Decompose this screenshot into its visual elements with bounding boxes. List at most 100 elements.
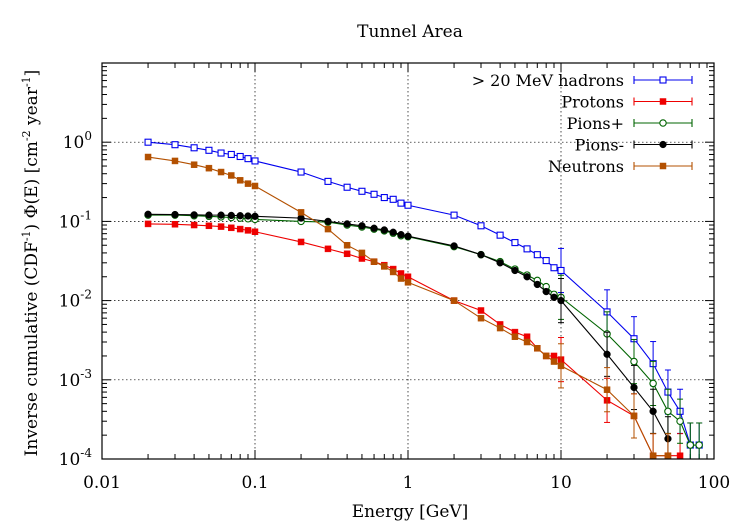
legend-marker bbox=[659, 76, 667, 84]
data-point bbox=[557, 362, 565, 370]
data-point bbox=[523, 245, 531, 253]
x-tick-label: 100 bbox=[698, 473, 730, 493]
legend-label: Protons bbox=[561, 93, 624, 112]
data-point bbox=[205, 211, 213, 219]
data-point bbox=[496, 324, 504, 332]
y-tick-labels: 10-4 10-3 10-2 10-1 100 bbox=[59, 129, 93, 470]
data-point bbox=[171, 210, 179, 219]
legend-marker bbox=[659, 140, 667, 149]
data-point bbox=[144, 138, 152, 146]
legend-label: Pions+ bbox=[567, 114, 624, 133]
data-point bbox=[557, 296, 565, 305]
y-axis-label-prefix: Inverse cumulative (CDF bbox=[22, 241, 42, 456]
data-point bbox=[630, 357, 638, 366]
data-point bbox=[171, 157, 179, 165]
data-point bbox=[343, 250, 351, 258]
y-tick-label: 100 bbox=[63, 129, 92, 153]
data-point bbox=[649, 407, 657, 415]
data-point bbox=[244, 180, 252, 187]
data-point bbox=[534, 345, 541, 352]
data-point bbox=[244, 155, 252, 163]
series-20-mev-hadrons bbox=[144, 138, 703, 460]
data-point bbox=[343, 220, 351, 228]
data-point bbox=[550, 352, 558, 360]
data-point bbox=[381, 263, 388, 270]
y-axis-label: Inverse cumulative (CDF-1) Φ(E) [cm-2 ye… bbox=[20, 70, 42, 457]
data-point bbox=[389, 268, 397, 276]
data-point bbox=[550, 293, 558, 301]
data-point bbox=[603, 386, 611, 393]
legend: > 20 MeV hadrons Protons Pions+ Pions- Neutr… bbox=[472, 71, 693, 176]
x-tick-label: 10 bbox=[550, 473, 572, 493]
data-point bbox=[380, 194, 388, 202]
data-point bbox=[450, 211, 458, 219]
data-point bbox=[533, 280, 541, 289]
plot-series bbox=[144, 138, 703, 460]
legend-marker bbox=[659, 98, 667, 105]
data-point bbox=[171, 221, 179, 228]
legend-entry-neutrons: Neutrons bbox=[548, 157, 693, 176]
data-point bbox=[358, 249, 366, 257]
data-point bbox=[389, 195, 397, 203]
data-point bbox=[523, 338, 531, 346]
data-point bbox=[630, 412, 638, 420]
data-point bbox=[228, 172, 235, 179]
data-point bbox=[542, 287, 550, 296]
data-point bbox=[397, 231, 405, 239]
data-point bbox=[205, 164, 213, 172]
x-tick-label: 0.1 bbox=[241, 473, 268, 493]
legend-entry-20-mev-hadrons: > 20 MeV hadrons bbox=[472, 71, 693, 90]
data-point bbox=[603, 350, 611, 358]
data-point bbox=[343, 183, 351, 191]
data-point bbox=[380, 226, 388, 234]
data-point bbox=[511, 333, 519, 340]
y-axis-label-suffix-pre: year bbox=[22, 86, 42, 130]
data-point bbox=[550, 264, 558, 272]
data-point bbox=[404, 279, 412, 286]
data-point bbox=[171, 141, 179, 149]
data-point bbox=[557, 266, 565, 275]
data-point bbox=[477, 251, 485, 259]
legend-marker bbox=[659, 162, 667, 170]
data-point bbox=[190, 211, 198, 219]
data-point bbox=[477, 222, 485, 230]
data-point bbox=[649, 379, 657, 388]
data-point bbox=[523, 273, 531, 281]
data-point bbox=[664, 407, 672, 416]
data-point bbox=[496, 259, 504, 267]
data-point bbox=[358, 255, 366, 262]
data-point bbox=[190, 161, 198, 168]
data-point bbox=[251, 157, 259, 165]
data-point bbox=[542, 352, 550, 360]
legend-label: > 20 MeV hadrons bbox=[472, 71, 624, 90]
y-tick-label: 10-3 bbox=[59, 367, 92, 391]
data-point bbox=[389, 228, 397, 236]
data-point bbox=[205, 146, 213, 154]
data-point bbox=[217, 168, 225, 176]
series-pions bbox=[144, 210, 672, 460]
data-point bbox=[664, 452, 672, 459]
data-point bbox=[695, 441, 703, 449]
data-point bbox=[496, 231, 504, 239]
data-point bbox=[236, 152, 244, 161]
data-point bbox=[297, 214, 305, 222]
y-axis-label-middle-sup: -2 bbox=[20, 130, 33, 141]
legend-label: Neutrons bbox=[548, 157, 624, 176]
data-point bbox=[324, 225, 332, 233]
data-point bbox=[358, 222, 366, 230]
data-point bbox=[324, 177, 332, 185]
data-point bbox=[511, 239, 519, 247]
data-point bbox=[217, 149, 225, 157]
data-point bbox=[236, 225, 244, 233]
data-point bbox=[397, 199, 405, 207]
x-tick-label: 1 bbox=[403, 473, 414, 493]
y-axis-label-middle: ) Φ(E) [cm bbox=[22, 141, 42, 230]
data-point bbox=[244, 227, 252, 234]
legend-marker bbox=[659, 119, 667, 127]
data-point bbox=[324, 245, 332, 253]
data-point bbox=[550, 358, 558, 365]
data-point bbox=[144, 153, 152, 161]
data-point bbox=[542, 257, 550, 265]
x-tick-labels: 0.01 0.1 1 10 100 bbox=[83, 473, 730, 493]
